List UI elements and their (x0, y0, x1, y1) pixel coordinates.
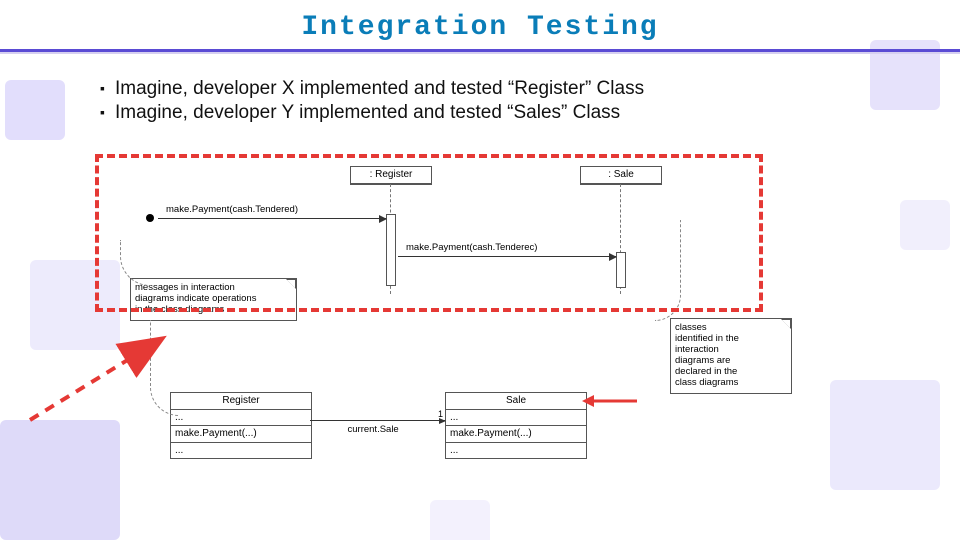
class-op: ... (446, 443, 586, 459)
slide-header: Integration Testing (0, 0, 960, 52)
title-underline (0, 49, 960, 52)
association-line: 1 (310, 420, 445, 421)
class-op: make.Payment(...) (171, 426, 311, 443)
message-label: make.Payment(cash.Tenderec) (404, 242, 539, 253)
bullet-item: Imagine, developer Y implemented and tes… (100, 102, 960, 124)
class-attrs: ... (446, 410, 586, 427)
note-line: in the class diagrams (135, 305, 290, 316)
class-name: Register (171, 393, 311, 410)
uml-note: messages in interaction diagrams indicat… (130, 278, 297, 321)
arrowhead-icon (439, 418, 446, 424)
note-anchor (150, 320, 179, 416)
message-arrow (158, 218, 386, 219)
highlight-arrow-sale (582, 391, 642, 411)
association-label: current.Sale (348, 424, 399, 435)
class-sale: Sale ... make.Payment(...) ... (445, 392, 587, 459)
lifeline-register: : Register (350, 166, 432, 185)
lifeline-label: : Sale (581, 167, 661, 184)
bullet-list: Imagine, developer X implemented and tes… (60, 78, 960, 124)
class-name: Sale (446, 393, 586, 410)
lifeline-label: : Register (351, 167, 431, 184)
note-line: declared in the (675, 367, 785, 378)
message-arrow (398, 256, 616, 257)
class-register: Register ... make.Payment(...) ... (170, 392, 312, 459)
slide-title: Integration Testing (0, 12, 960, 43)
uml-note: classes identified in the interaction di… (670, 318, 792, 394)
activation-bar (386, 214, 396, 286)
note-anchor (120, 240, 151, 286)
note-line: class diagrams (675, 378, 785, 389)
message-label: make.Payment(cash.Tendered) (164, 204, 300, 215)
note-anchor (655, 220, 681, 321)
found-message-dot (146, 214, 154, 222)
lifeline-sale: : Sale (580, 166, 662, 185)
bullet-item: Imagine, developer X implemented and tes… (100, 78, 960, 100)
class-op: make.Payment(...) (446, 426, 586, 443)
class-op: ... (171, 443, 311, 459)
class-attrs: ... (171, 410, 311, 427)
uml-diagram: : Register : Sale make.Payment(cash.Tend… (110, 160, 850, 510)
activation-bar (616, 252, 626, 288)
